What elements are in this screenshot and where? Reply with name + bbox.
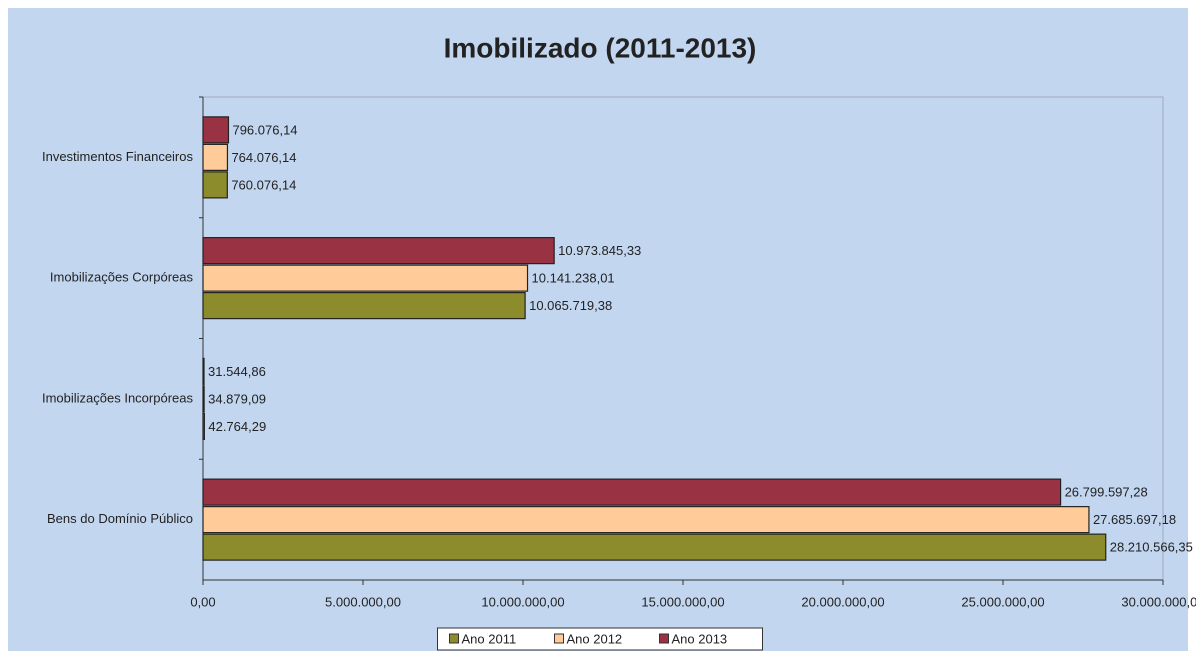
x-tick-label: 0,00 [190,594,215,609]
value-label: 10.141.238,01 [532,271,615,286]
value-label: 10.973.845,33 [558,243,641,258]
bar [202,506,1090,534]
x-tick-label: 20.000.000,00 [801,594,884,609]
bar [202,412,205,440]
bar [202,385,205,413]
legend-label: Ano 2011 [462,631,517,646]
x-tick-label: 5.000.000,00 [325,594,401,609]
bar [202,478,1062,506]
bar [202,171,228,199]
x-tick-label: 15.000.000,00 [641,594,724,609]
bar [202,533,1107,561]
x-tick-label: 25.000.000,00 [961,594,1044,609]
y-tick-label: Imobilizações Corpóreas [50,270,194,285]
value-label: 31.544,86 [208,364,266,379]
bar [202,264,529,292]
bar [202,116,230,144]
value-label: 764.076,14 [231,150,296,165]
legend-label: Ano 2012 [567,631,623,646]
y-tick-label: Imobilizações Incorpóreas [42,390,194,405]
chart-title: Imobilizado (2011-2013) [444,32,757,63]
legend-swatch [554,633,564,644]
x-tick-label: 30.000.000,00 [1121,594,1196,609]
legend-swatch [449,633,459,644]
value-label: 34.879,09 [208,391,266,406]
legend-box [437,627,763,651]
y-tick-label: Investimentos Financeiros [42,149,194,164]
value-label: 760.076,14 [231,177,296,192]
value-label: 26.799.597,28 [1065,485,1148,500]
value-label: 796.076,14 [232,122,297,137]
y-tick-label: Bens do Domínio Público [47,511,193,526]
legend-swatch [659,633,669,644]
bar [202,357,205,385]
x-tick-label: 10.000.000,00 [481,594,564,609]
value-label: 27.685.697,18 [1093,512,1176,527]
value-label: 42.764,29 [208,419,266,434]
value-label: 10.065.719,38 [529,298,612,313]
bar [202,292,526,320]
value-label: 28.210.566,35 [1110,540,1193,555]
bar [202,143,229,171]
legend-label: Ano 2013 [672,631,728,646]
bar [202,237,555,265]
